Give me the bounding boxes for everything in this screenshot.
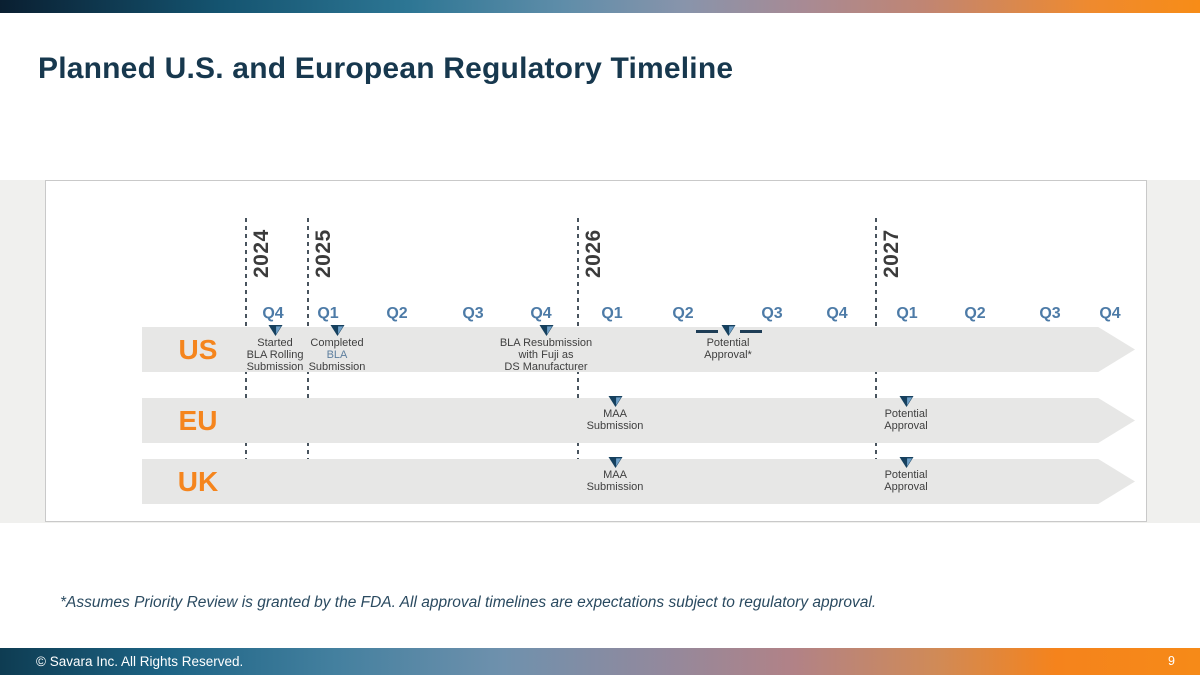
milestone-label: Approval* <box>704 349 752 361</box>
milestone-label: Potential <box>884 408 928 420</box>
milestone-label: Potential <box>884 469 928 481</box>
timeline-arrow-uk <box>142 459 1135 504</box>
milestone-label: with Fuji as <box>518 349 574 361</box>
milestone-arrow-icon <box>539 325 553 336</box>
quarter-label: Q4 <box>530 305 552 322</box>
timeline-arrow-eu <box>142 398 1135 443</box>
milestone-started-bla-rolling-submission: Started BLA Rolling Submission <box>205 325 345 373</box>
milestone-uk-maa-submission: MAA Submission <box>545 457 685 493</box>
milestone-label: DS Manufacturer <box>504 361 588 373</box>
milestone-label: Started <box>257 337 293 349</box>
page-title: Planned U.S. and European Regulatory Tim… <box>38 52 734 85</box>
quarter-label: Q1 <box>601 305 623 322</box>
milestone-label: BLA Rolling <box>246 349 304 361</box>
milestone-uk-potential-approval: Potential Approval <box>836 457 976 493</box>
quarter-label: Q4 <box>826 305 848 322</box>
quarter-label: Q3 <box>1039 305 1061 322</box>
quarter-label: Q2 <box>672 305 694 322</box>
milestone-label: BLA <box>326 349 348 361</box>
milestone-label: Submission <box>308 361 366 373</box>
milestone-label: BLA Resubmission <box>499 337 593 349</box>
quarter-label: Q4 <box>262 305 284 322</box>
milestone-arrow-icon <box>899 457 913 468</box>
timeline-arrow-us <box>142 327 1135 372</box>
page-number: 9 <box>1168 654 1175 668</box>
year-label-2025: 2025 <box>312 229 335 278</box>
milestone-us-potential-approval: Potential Approval* <box>658 325 798 361</box>
row-label-us: US <box>178 334 218 365</box>
quarter-label: Q2 <box>964 305 986 322</box>
copyright-text: © Savara Inc. All Rights Reserved. <box>36 654 244 669</box>
milestone-arrow-icon <box>330 325 344 336</box>
year-label-2027: 2027 <box>880 229 903 278</box>
quarter-label: Q2 <box>386 305 408 322</box>
milestone-label: MAA <box>603 469 627 481</box>
top-gradient-bar <box>0 0 1200 13</box>
year-label-2026: 2026 <box>582 229 605 278</box>
quarter-label: Q1 <box>896 305 918 322</box>
milestone-arrow-icon <box>899 396 913 407</box>
milestone-bla-resubmission: BLA Resubmission with Fuji as DS Manufac… <box>476 325 616 373</box>
quarter-label: Q4 <box>1099 305 1121 322</box>
approval-range-dash-right <box>740 330 762 333</box>
milestone-label: Approval <box>884 481 928 493</box>
milestone-eu-maa-submission: MAA Submission <box>545 396 685 432</box>
milestone-label: Submission <box>586 481 644 493</box>
footnote: *Assumes Priority Review is granted by t… <box>60 594 877 611</box>
milestone-completed-bla-submission: Completed BLA Submission <box>267 325 407 373</box>
year-label-2024: 2024 <box>250 229 273 278</box>
milestone-arrow-icon <box>608 457 622 468</box>
quarter-label: Q1 <box>317 305 339 322</box>
quarter-label: Q3 <box>761 305 783 322</box>
row-label-uk: UK <box>177 466 219 497</box>
milestone-label: Completed <box>310 337 364 349</box>
milestone-label: Potential <box>706 337 750 349</box>
milestone-label: Submission <box>586 420 644 432</box>
milestone-eu-potential-approval: Potential Approval <box>836 396 976 432</box>
row-label-eu: EU <box>178 405 218 436</box>
milestone-label: MAA <box>603 408 627 420</box>
quarter-label: Q3 <box>462 305 484 322</box>
milestone-label: Approval <box>884 420 928 432</box>
footer-gradient-bar: © Savara Inc. All Rights Reserved. 9 <box>0 648 1200 675</box>
milestone-label: Submission <box>246 361 304 373</box>
milestone-arrow-icon <box>268 325 282 336</box>
approval-range-dash-left <box>696 330 718 333</box>
milestone-arrow-icon <box>721 325 735 336</box>
milestone-arrow-icon <box>608 396 622 407</box>
